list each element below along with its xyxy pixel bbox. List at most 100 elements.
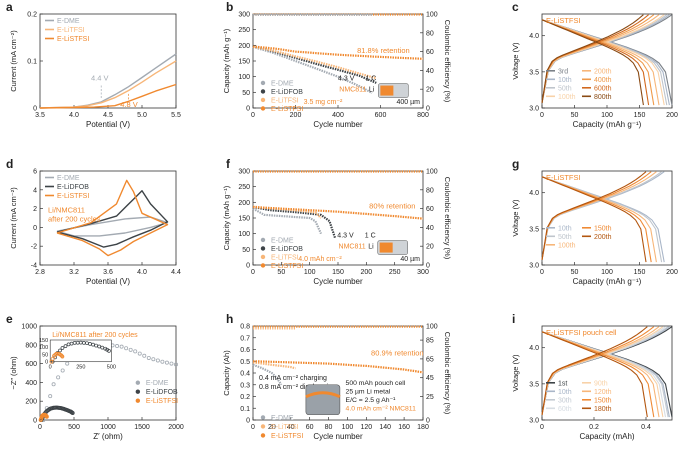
y2-tick-label: 0	[426, 418, 430, 425]
x-tick-label: 0	[38, 424, 42, 431]
legend-label: E-LiSTFSI	[57, 193, 89, 200]
legend-label: 150th	[594, 397, 612, 404]
y-tick-label: 4.0	[529, 190, 539, 197]
y-tick-label: 800	[25, 342, 37, 349]
x-tick-label: 500	[68, 424, 80, 431]
y-tick-label: 3.0	[529, 263, 539, 270]
x-tick-label: 3.2	[69, 269, 79, 276]
y-tick-label: 0.7	[240, 335, 250, 342]
y2-axis-label: Coulombic efficiency (%)	[443, 177, 452, 260]
data-point-e-dme	[137, 351, 142, 356]
y-axis-label: Capacity (mAh g⁻¹)	[222, 185, 231, 250]
y-tick-label: 0	[246, 418, 250, 425]
x-axis-label: Capacity (mAh g⁻¹)	[573, 277, 642, 286]
charge-curve	[541, 14, 644, 103]
y-axis-label: −Z″ (ohm)	[9, 356, 18, 390]
x-tick-label: 120	[360, 424, 372, 431]
annotation-anode: Li	[369, 87, 375, 94]
legend-marker	[135, 389, 141, 394]
annotation-loading: 4.0 mAh cm⁻²	[298, 256, 342, 263]
x-tick-label: 0	[251, 112, 255, 119]
x-axis-label: Cycle number	[313, 120, 363, 129]
legend-label: 10th	[558, 225, 572, 232]
y-axis-label: Capacity (mAh g⁻¹)	[222, 28, 231, 93]
y-axis-label: Capacity (Ah)	[222, 350, 231, 396]
legend-label: 10th	[558, 77, 572, 84]
x-tick-label: 50	[571, 269, 579, 276]
legend-marker	[260, 237, 266, 243]
y2-axis-label: Coulombic efficiency (%)	[443, 20, 452, 103]
discharge-curve	[541, 19, 644, 106]
y-tick-label: 150	[238, 59, 250, 66]
inset-point-e-lidfob	[103, 346, 108, 351]
panel-d: d 2.8 3.2 3.6 4.0 4.4 -4 -2 0 2 4 6 Potential (V) Cur…	[6, 157, 181, 286]
x-tick-label: 3.5	[35, 112, 45, 119]
inset-point-e-listfsi	[60, 354, 65, 359]
y-tick-label: 400	[25, 380, 37, 387]
x-tick-label: 40	[287, 424, 295, 431]
legend-marker	[135, 398, 141, 403]
y2-tick-label: 85	[426, 338, 434, 345]
legend-marker	[260, 263, 266, 268]
x-tick-label: 400	[332, 112, 344, 119]
annotation-cathode: NMC811	[339, 87, 366, 94]
x-tick-label: 0.4	[641, 424, 651, 431]
panel-label: c	[512, 0, 519, 14]
x-tick-label: 800	[417, 112, 429, 119]
inset-title: Li/NMC811 after 200 cycles	[52, 332, 138, 339]
legend-label: 150th	[594, 225, 612, 232]
data-point-e-dme	[155, 358, 160, 363]
y2-tick-label: 80	[426, 30, 434, 37]
legend-label: E-LiSTFSI	[271, 263, 303, 270]
y2-tick-label: 60	[426, 206, 434, 213]
y-tick-label: 0	[33, 106, 37, 113]
y-axis-label: Voltage (V)	[511, 42, 520, 80]
discharge-curve	[541, 331, 648, 418]
inset-point-e-listfsi	[50, 356, 55, 361]
series-line-e-lidfob	[56, 189, 169, 248]
inset-point-e-lidfob	[105, 347, 109, 352]
series-line-e-listfsi	[56, 179, 169, 257]
annotation-onset-dme: 4.4 V	[91, 74, 109, 83]
y-tick-label: 0.3	[240, 382, 250, 389]
series-line-e-dme	[56, 216, 169, 237]
legend-label: 180th	[594, 406, 612, 413]
x-tick-label: 100	[304, 269, 316, 276]
x-tick-label: 250	[389, 269, 401, 276]
x-tick-label: 160	[398, 424, 410, 431]
y2-tick-label: 25	[426, 394, 434, 401]
inset-x-tick-label: 500	[107, 365, 116, 371]
y-tick-label: 50	[242, 90, 250, 97]
panel-a: a 3.5 4.0 4.5 5.0 5.5 0 0.1 0.2 Potential (V) Curr…	[6, 0, 181, 129]
annotation-pouch-spec: E/C = 2.5 g Ah⁻¹	[346, 397, 397, 404]
x-tick-label: 200	[666, 269, 678, 276]
legend-marker	[260, 97, 266, 103]
y-axis-label: Current (mA cm⁻²)	[9, 30, 18, 92]
annotation-cathode: NMC811	[339, 244, 366, 251]
x-tick-label: 4.4	[171, 269, 181, 276]
legend-label: E-LiTFSI	[271, 424, 299, 431]
x-tick-label: 4.0	[137, 269, 147, 276]
annotation-onset-listfsi: 4.8 V	[120, 100, 138, 109]
x-tick-label: 5.5	[171, 112, 181, 119]
data-point-e-dme	[160, 359, 165, 364]
charge-curve	[541, 326, 648, 415]
y2-tick-label: 0	[426, 106, 430, 113]
annotation-anode: Li	[368, 244, 374, 251]
legend-label: 400th	[594, 77, 612, 84]
panel-label: h	[226, 312, 233, 326]
inset-point-e-lidfob	[58, 348, 62, 353]
x-axis-label: Cycle number	[313, 277, 363, 286]
x-axis-label: Capacity (mAh)	[579, 432, 634, 441]
x-tick-label: 50	[571, 112, 579, 119]
y-tick-label: 3.0	[529, 106, 539, 113]
charge-curve	[541, 171, 647, 260]
x-tick-label: 200	[360, 269, 372, 276]
annotation-discharge-rate: 0.8 mA cm⁻² discharging	[259, 384, 336, 391]
x-tick-label: 300	[417, 269, 429, 276]
legend-label: 1st	[558, 380, 567, 387]
data-point-e-dme	[133, 349, 138, 354]
annotation-li-thickness: 400 µm	[397, 99, 421, 106]
cathode-layer	[380, 85, 394, 96]
